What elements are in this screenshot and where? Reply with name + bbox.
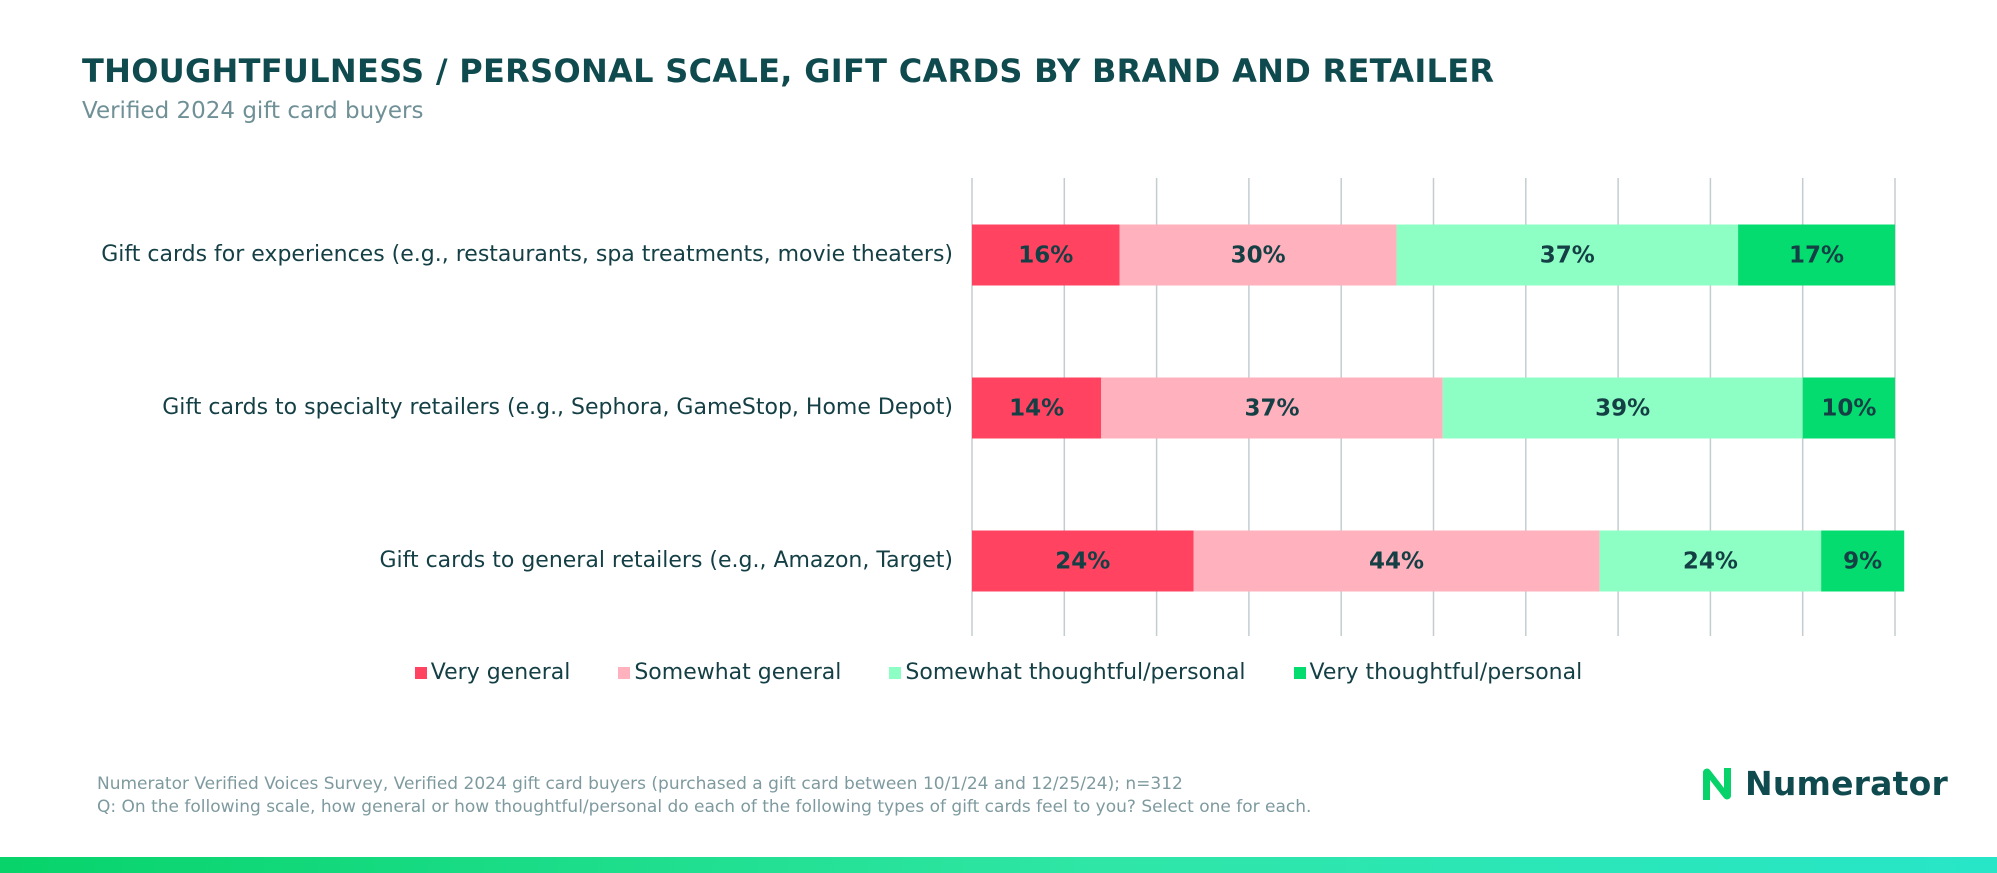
data-label: 39% — [1595, 396, 1650, 422]
bar-segment — [1101, 377, 1443, 439]
bar-segment — [972, 224, 1120, 286]
data-label: 10% — [1821, 396, 1876, 422]
data-label: 16% — [1018, 243, 1073, 269]
legend-item: Somewhat thoughtful/personal — [889, 660, 1246, 685]
page-title: THOUGHTFULNESS / PERSONAL SCALE, GIFT CA… — [82, 52, 1495, 90]
category-label: Gift cards for experiences (e.g., restau… — [101, 242, 953, 267]
page-subtitle: Verified 2024 gift card buyers — [82, 98, 424, 124]
bar-segment — [1442, 377, 1803, 439]
bar-segment — [1119, 224, 1397, 286]
data-label: 9% — [1843, 549, 1882, 575]
data-label: 24% — [1055, 549, 1110, 575]
category-label: Gift cards to general retailers (e.g., A… — [379, 548, 953, 573]
question-note: Q: On the following scale, how general o… — [97, 797, 1312, 817]
data-label: 37% — [1244, 396, 1299, 422]
category-label: Gift cards to specialty retailers (e.g.,… — [162, 395, 953, 420]
source-note: Numerator Verified Voices Survey, Verifi… — [97, 774, 1183, 794]
numerator-logo: Numerator — [1699, 764, 1948, 803]
legend-label: Very thoughtful/personal — [1309, 660, 1583, 685]
stacked-bar-chart: 16% 30% 37% 17% Gift cards for experiences (… — [101, 178, 1905, 636]
bar-segment — [1802, 377, 1895, 439]
bottom-accent-bar — [0, 857, 1997, 873]
data-label: 30% — [1231, 243, 1286, 269]
bar-segment — [1193, 530, 1600, 592]
numerator-logo-icon — [1703, 767, 1731, 800]
legend-label: Somewhat general — [634, 660, 842, 685]
bar-segment — [972, 530, 1194, 592]
legend-swatch — [414, 666, 427, 679]
bar-segment — [1821, 530, 1905, 592]
bar-segment — [972, 377, 1102, 439]
legend-item: Somewhat general — [618, 660, 841, 685]
legend-swatch — [618, 666, 631, 679]
legend-item: Very thoughtful/personal — [1293, 660, 1583, 685]
legend-label: Very general — [430, 660, 571, 685]
legend-swatch — [1293, 666, 1306, 679]
data-label: 37% — [1540, 243, 1595, 269]
legend-label: Somewhat thoughtful/personal — [905, 660, 1246, 685]
chart-legend: Very general Somewhat general Somewhat tho… — [0, 660, 1997, 685]
data-label: 17% — [1789, 243, 1844, 269]
legend-item: Very general — [414, 660, 571, 685]
brand-name: Numerator — [1745, 764, 1948, 803]
legend-swatch — [889, 666, 902, 679]
bar-segment — [1738, 224, 1895, 286]
bar-segment — [1599, 530, 1822, 592]
data-label: 24% — [1683, 549, 1738, 575]
bar-segment — [1396, 224, 1739, 286]
data-label: 14% — [1009, 396, 1064, 422]
footnote: Numerator Verified Voices Survey, Verifi… — [97, 773, 1311, 819]
data-label: 44% — [1369, 549, 1424, 575]
